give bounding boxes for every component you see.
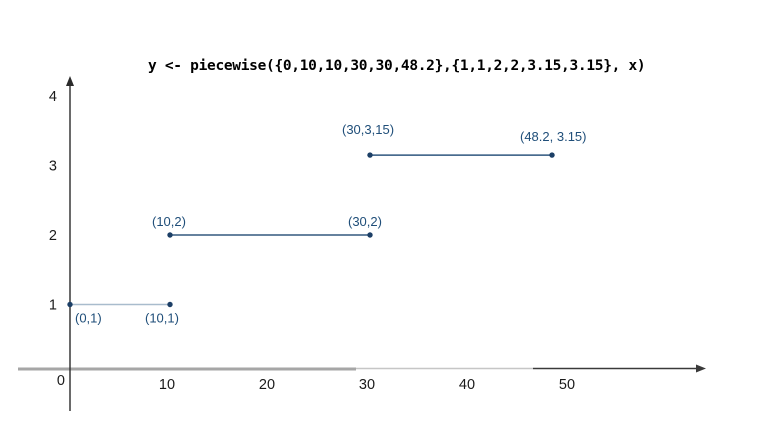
x-tick-label: 10 — [159, 377, 175, 393]
chart-title: y <- piecewise({0,10,10,30,30,48.2},{1,1… — [148, 58, 646, 74]
point-label: (10,2) — [152, 214, 186, 229]
data-point — [367, 152, 373, 158]
y-tick-label: 0 — [57, 373, 65, 389]
data-point — [167, 301, 173, 308]
y-tick-label: 4 — [49, 89, 57, 105]
data-point — [167, 232, 173, 238]
y-tick-label: 2 — [49, 228, 57, 244]
y-axis-arrowhead — [66, 76, 74, 86]
data-point — [67, 301, 73, 308]
point-label: (30,3,15) — [342, 122, 394, 137]
x-tick-label: 20 — [259, 377, 275, 393]
data-point — [549, 152, 555, 158]
point-label: (48.2, 3.15) — [520, 129, 587, 144]
data-point — [367, 232, 373, 238]
y-tick-label: 3 — [49, 159, 57, 175]
point-label: (10,1) — [145, 311, 179, 326]
x-axis-arrowhead — [696, 364, 706, 373]
point-label: (30,2) — [348, 214, 382, 229]
x-tick-label: 30 — [359, 377, 375, 393]
x-tick-label: 40 — [459, 377, 475, 393]
point-label: (0,1) — [75, 311, 102, 326]
y-tick-label: 1 — [49, 298, 57, 314]
x-tick-label: 50 — [559, 377, 575, 393]
